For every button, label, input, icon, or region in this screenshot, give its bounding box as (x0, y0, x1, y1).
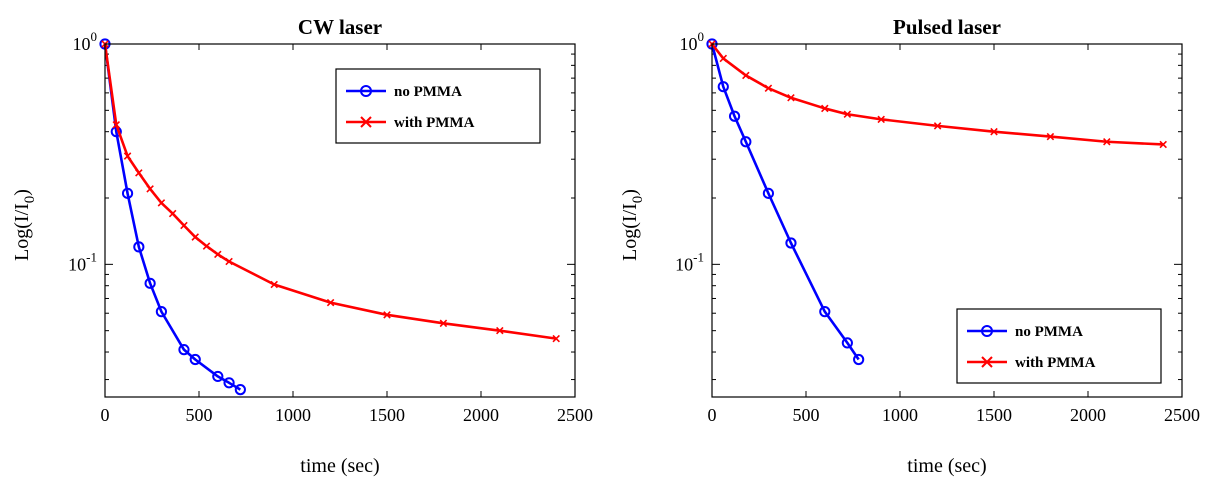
data-point (841, 337, 853, 349)
axes-box (711, 43, 1183, 398)
data-point (719, 54, 728, 63)
legend-label: with PMMA (1015, 355, 1096, 371)
data-point (717, 81, 729, 93)
x-tick-label: 1500 (976, 405, 1012, 425)
x-tick-label: 2000 (1070, 405, 1106, 425)
data-point (728, 110, 741, 122)
x-tick-label: 1000 (275, 405, 311, 425)
data-point (157, 199, 166, 207)
axes-box (104, 43, 576, 398)
series-no-pmma (99, 38, 246, 396)
data-point (270, 280, 278, 289)
chart-title: Pulsed laser (893, 15, 1001, 39)
data-point (383, 311, 391, 319)
legend-marker (981, 325, 993, 337)
x-axis-label: time (sec) (300, 455, 379, 477)
data-point (785, 237, 797, 249)
data-point (819, 306, 831, 318)
plot-area (99, 38, 560, 396)
data-point (191, 233, 200, 241)
data-point (135, 169, 143, 177)
y-axis-label: Log(I/I0) (619, 189, 646, 261)
series-with-pmma (101, 40, 560, 343)
chart-panel-cw-laser: CW laser time (sec) Log(I/I0) 0 500 1000 15… (11, 15, 593, 477)
legend: no PMMA with PMMA (956, 308, 1162, 384)
data-point (202, 242, 211, 250)
data-point (214, 250, 222, 259)
data-point (496, 326, 504, 335)
data-point (843, 110, 852, 119)
data-point (990, 127, 998, 136)
y-tick-label: 100 (680, 29, 705, 54)
data-point (133, 241, 145, 253)
y-tick-label: 10-1 (68, 249, 97, 274)
legend-entry: with PMMA (967, 355, 1096, 371)
data-point (1046, 132, 1055, 141)
data-point (853, 353, 865, 366)
x-tick-label: 2500 (1164, 405, 1200, 425)
data-point (168, 209, 177, 218)
data-point (212, 370, 224, 383)
data-point (762, 187, 775, 199)
x-tick-label: 500 (793, 405, 820, 425)
data-point (877, 115, 885, 124)
data-point (933, 122, 942, 130)
data-point (552, 334, 560, 343)
data-point (326, 298, 335, 307)
data-point (223, 377, 235, 389)
legend-label: with PMMA (394, 115, 475, 131)
x-axis-label: time (sec) (907, 455, 986, 477)
series-line (710, 43, 1164, 146)
chart-panel-pulsed-laser: Pulsed laser time (sec) Log(I/I0) 0 500 10… (619, 15, 1200, 477)
legend-label: no PMMA (394, 84, 462, 100)
data-point (146, 185, 154, 193)
x-tick-label: 2000 (463, 405, 499, 425)
series-with-pmma (708, 40, 1167, 149)
data-point (821, 104, 829, 113)
legend-entry: no PMMA (346, 84, 462, 100)
legend-entry: with PMMA (346, 115, 475, 131)
data-point (121, 187, 134, 199)
x-tick-label: 0 (708, 405, 717, 425)
data-point (225, 257, 233, 266)
data-point (123, 152, 132, 160)
series-no-pmma (706, 38, 865, 366)
y-tick-label: 100 (73, 29, 98, 54)
legend-box (956, 308, 1162, 384)
data-point (1103, 137, 1111, 146)
x-tick-label: 0 (101, 405, 110, 425)
legend-box (335, 68, 541, 144)
data-point (178, 344, 190, 356)
legend-label: no PMMA (1015, 324, 1083, 340)
series-line (103, 43, 242, 391)
data-point (764, 84, 773, 92)
x-tick-label: 1500 (369, 405, 405, 425)
chart-title: CW laser (298, 15, 382, 39)
legend-marker (360, 85, 372, 97)
data-point (787, 94, 795, 102)
data-point (740, 136, 752, 148)
x-tick-label: 2500 (557, 405, 593, 425)
data-point (1159, 140, 1167, 149)
data-point (112, 120, 121, 129)
axis-ticks: 0 500 1000 1500 2000 2500 100 10-1 (68, 29, 593, 425)
x-tick-label: 500 (186, 405, 213, 425)
legend-entry: no PMMA (967, 324, 1083, 340)
y-axis-label: Log(I/I0) (11, 189, 38, 261)
legend-marker (981, 356, 993, 368)
data-point (155, 306, 167, 318)
series-line (710, 43, 860, 361)
data-point (234, 384, 246, 396)
data-point (439, 319, 448, 328)
y-tick-label: 10-1 (675, 249, 704, 274)
data-point (742, 71, 750, 80)
data-point (144, 277, 156, 289)
legend: no PMMA with PMMA (335, 68, 541, 144)
data-point (180, 221, 188, 230)
legend-marker (360, 116, 372, 128)
data-point (189, 353, 201, 366)
x-tick-label: 1000 (882, 405, 918, 425)
